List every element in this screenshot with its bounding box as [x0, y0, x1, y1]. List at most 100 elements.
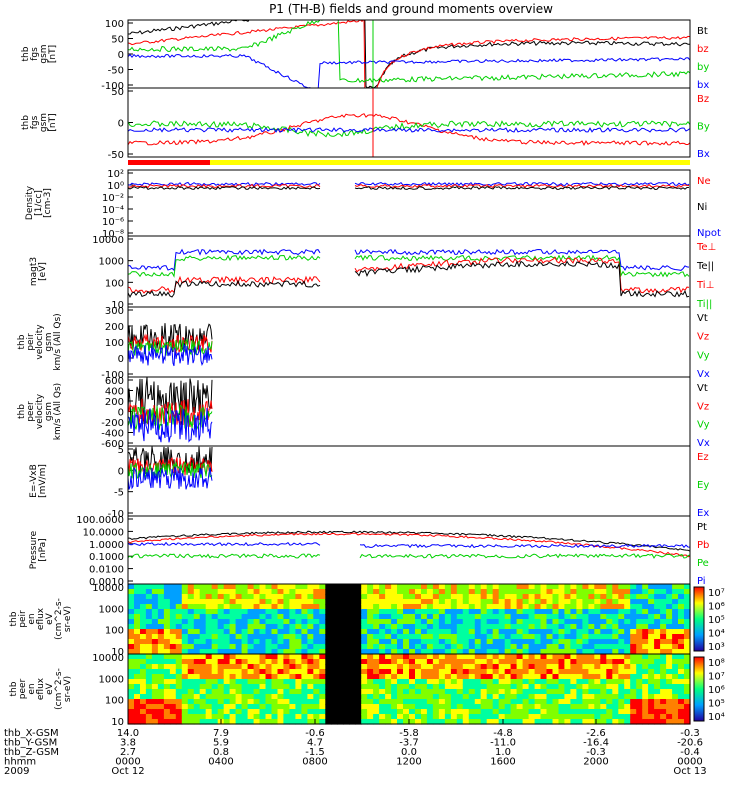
heatmap-cell: [594, 719, 601, 725]
heatmap-cell: [235, 584, 243, 590]
heatmap-cell: [271, 679, 279, 685]
heatmap-cell: [151, 599, 159, 605]
heatmap-cell: [181, 599, 189, 605]
heatmap-cell: [247, 629, 255, 635]
heatmap-cell: [373, 594, 380, 600]
heatmap-cell: [349, 634, 356, 640]
heatmap-cell: [498, 654, 506, 660]
heatmap-cell: [456, 714, 464, 720]
heatmap-cell: [319, 644, 326, 650]
heatmap-cell: [259, 604, 267, 610]
heatmap-cell: [666, 684, 673, 690]
heatmap-cell: [325, 639, 332, 645]
heatmap-cell: [361, 609, 368, 615]
heatmap-cell: [223, 669, 231, 675]
heatmap-cell: [193, 669, 201, 675]
panel-ylabel-line: km/s (All Qs): [53, 313, 63, 370]
heatmap-cell: [450, 644, 458, 650]
heatmap-cell: [295, 629, 302, 635]
heatmap-cell: [468, 654, 476, 660]
heatmap-cell: [241, 689, 249, 695]
heatmap-cell: [468, 609, 476, 615]
legend-entry: Ni: [697, 202, 707, 213]
heatmap-cell: [624, 599, 631, 605]
heatmap-cell: [325, 719, 332, 725]
heatmap-cell: [361, 654, 368, 660]
heatmap-cell: [349, 704, 356, 710]
heatmap-cell: [193, 649, 201, 655]
heatmap-cell: [295, 589, 302, 595]
heatmap-cell: [271, 674, 279, 680]
heatmap-cell: [486, 639, 494, 645]
heatmap-cell: [253, 604, 261, 610]
heatmap-cell: [349, 699, 356, 705]
heatmap-cell: [223, 704, 231, 710]
heatmap-cell: [438, 649, 446, 655]
heatmap-cell: [421, 674, 428, 680]
heatmap-cell: [331, 594, 338, 600]
heatmap-cell: [552, 664, 560, 670]
heatmap-cell: [504, 619, 512, 625]
heatmap-cell: [684, 704, 691, 710]
heatmap-cell: [456, 619, 464, 625]
heatmap-cell: [217, 634, 225, 640]
heatmap-cell: [331, 649, 338, 655]
heatmap-cell: [504, 624, 512, 630]
panel-frame: [127, 87, 691, 158]
heatmap-cell: [205, 714, 213, 720]
heatmap-cell: [678, 659, 685, 665]
heatmap-cell: [600, 629, 607, 635]
heatmap-cell: [163, 584, 171, 590]
heatmap-cell: [253, 709, 261, 715]
heatmap-cell: [660, 634, 667, 640]
heatmap-cell: [307, 714, 314, 720]
heatmap-cell: [283, 584, 290, 590]
heatmap-cell: [331, 614, 338, 620]
heatmap-cell: [492, 689, 500, 695]
heatmap-cell: [367, 589, 374, 595]
heatmap-cell: [140, 599, 147, 605]
heatmap-cell: [648, 594, 655, 600]
heatmap-cell: [265, 649, 273, 655]
heatmap-cell: [145, 584, 153, 590]
heatmap-cell: [193, 679, 201, 685]
y-tick-label: 0.1000: [89, 552, 124, 563]
heatmap-cell: [558, 624, 566, 630]
heatmap-cell: [355, 594, 362, 600]
heatmap-cell: [361, 704, 368, 710]
heatmap-cell: [163, 679, 171, 685]
heatmap-cell: [630, 589, 637, 595]
heatmap-cell: [564, 634, 571, 640]
heatmap-cell: [462, 649, 470, 655]
heatmap-cell: [163, 599, 171, 605]
heatmap-cell: [259, 614, 267, 620]
heatmap-cell: [630, 704, 637, 710]
heatmap-cell: [504, 674, 512, 680]
heatmap-cell: [672, 664, 679, 670]
heatmap-cell: [462, 604, 470, 610]
heatmap-cell: [462, 644, 470, 650]
heatmap-cell: [450, 609, 458, 615]
heatmap-cell: [666, 604, 673, 610]
heatmap-cell: [211, 714, 219, 720]
heatmap-cell: [217, 614, 225, 620]
heatmap-cell: [612, 584, 619, 590]
heatmap-cell: [426, 604, 434, 610]
heatmap-cell: [642, 619, 649, 625]
heatmap-cell: [140, 674, 147, 680]
heatmap-cell: [636, 624, 643, 630]
heatmap-cell: [510, 594, 518, 600]
x-tick-label: -3.7: [399, 738, 419, 749]
panel-ylabel-line: velocity: [35, 393, 45, 429]
heatmap-cell: [618, 609, 625, 615]
heatmap-cell: [594, 674, 601, 680]
heatmap-cell: [223, 654, 231, 660]
heatmap-cell: [325, 614, 332, 620]
heatmap-cell: [175, 639, 183, 645]
heatmap-cell: [367, 719, 374, 725]
heatmap-cell: [265, 614, 273, 620]
heatmap-cell: [181, 679, 189, 685]
heatmap-cell: [432, 669, 440, 675]
heatmap-cell: [528, 584, 536, 590]
heatmap-cell: [564, 684, 571, 690]
